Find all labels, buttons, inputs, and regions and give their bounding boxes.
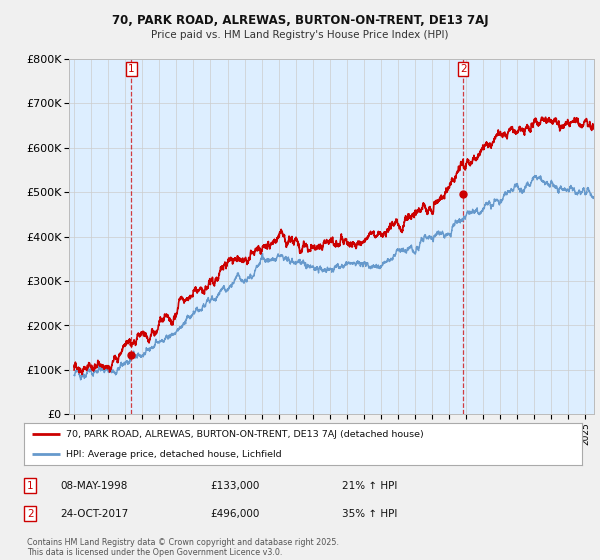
Text: Contains HM Land Registry data © Crown copyright and database right 2025.
This d: Contains HM Land Registry data © Crown c… — [27, 538, 339, 557]
Text: 35% ↑ HPI: 35% ↑ HPI — [342, 508, 397, 519]
Text: HPI: Average price, detached house, Lichfield: HPI: Average price, detached house, Lich… — [66, 450, 281, 459]
Text: 08-MAY-1998: 08-MAY-1998 — [60, 480, 127, 491]
Text: 2: 2 — [460, 64, 466, 74]
Text: 70, PARK ROAD, ALREWAS, BURTON-ON-TRENT, DE13 7AJ (detached house): 70, PARK ROAD, ALREWAS, BURTON-ON-TRENT,… — [66, 430, 424, 438]
Text: 2: 2 — [27, 508, 34, 519]
Text: 24-OCT-2017: 24-OCT-2017 — [60, 508, 128, 519]
Text: 1: 1 — [27, 480, 34, 491]
Text: £496,000: £496,000 — [210, 508, 259, 519]
Text: Price paid vs. HM Land Registry's House Price Index (HPI): Price paid vs. HM Land Registry's House … — [151, 30, 449, 40]
Text: £133,000: £133,000 — [210, 480, 259, 491]
Text: 1: 1 — [128, 64, 134, 74]
Text: 70, PARK ROAD, ALREWAS, BURTON-ON-TRENT, DE13 7AJ: 70, PARK ROAD, ALREWAS, BURTON-ON-TRENT,… — [112, 14, 488, 27]
Text: 21% ↑ HPI: 21% ↑ HPI — [342, 480, 397, 491]
